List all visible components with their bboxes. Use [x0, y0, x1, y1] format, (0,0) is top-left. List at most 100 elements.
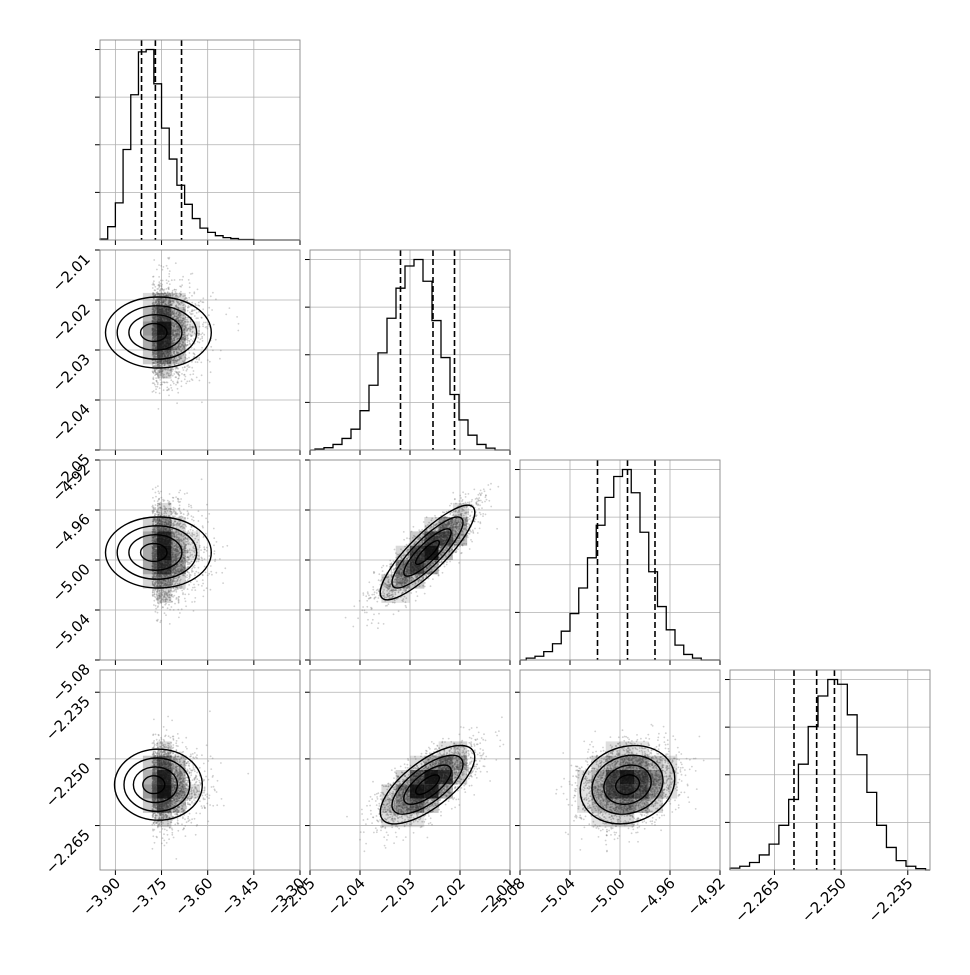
sample-point — [174, 603, 176, 605]
sample-point — [173, 595, 175, 597]
sample-point — [187, 571, 189, 573]
sample-point — [220, 350, 222, 352]
sample-point — [154, 289, 156, 291]
sample-point — [236, 316, 238, 318]
density-cell — [157, 364, 171, 378]
sample-point — [201, 478, 203, 480]
sample-point — [188, 593, 190, 595]
sample-point — [158, 499, 160, 501]
sample-point — [159, 392, 161, 394]
sample-point — [208, 513, 210, 515]
sample-point — [168, 288, 170, 290]
sample-point — [171, 601, 173, 603]
sample-point — [225, 314, 227, 316]
sample-point — [190, 339, 192, 341]
sample-point — [210, 295, 212, 297]
sample-point — [155, 386, 157, 388]
sample-point — [192, 379, 194, 381]
sample-point — [188, 357, 190, 359]
sample-point — [211, 309, 213, 311]
histogram-panel-0 — [95, 40, 300, 245]
sample-point — [160, 280, 162, 282]
sample-point — [155, 377, 157, 379]
sample-point — [166, 288, 168, 290]
sample-point — [187, 319, 189, 321]
sample-point — [175, 371, 177, 373]
sample-point — [198, 311, 200, 313]
density-cell — [157, 350, 171, 364]
histogram-panel-2 — [515, 460, 720, 665]
sample-point — [210, 371, 212, 373]
sample-point — [193, 610, 195, 612]
sample-point — [202, 525, 204, 527]
sample-point — [159, 290, 161, 292]
sample-point — [159, 285, 161, 287]
sample-point — [198, 357, 200, 359]
sample-point — [203, 546, 205, 548]
sample-point — [181, 385, 183, 387]
sample-point — [196, 312, 198, 314]
sample-point — [152, 276, 154, 278]
sample-point — [172, 381, 174, 383]
sample-point — [163, 266, 165, 268]
sample-point — [169, 270, 171, 272]
sample-point — [166, 265, 168, 267]
sample-point — [152, 497, 154, 499]
sample-point — [189, 352, 191, 354]
sample-point — [206, 504, 208, 506]
sample-point — [187, 344, 189, 346]
sample-point — [154, 384, 156, 386]
sample-point — [178, 375, 180, 377]
sample-point — [199, 342, 201, 344]
sample-point — [195, 571, 197, 573]
sample-point — [152, 488, 154, 490]
sample-point — [173, 383, 175, 385]
sample-point — [186, 297, 188, 299]
sample-point — [224, 567, 226, 569]
sample-point — [201, 560, 203, 562]
sample-point — [152, 282, 154, 284]
sample-point — [187, 341, 189, 343]
sample-point — [202, 340, 204, 342]
sample-point — [166, 279, 168, 281]
sample-point — [168, 287, 170, 289]
sample-point — [219, 358, 221, 360]
sample-point — [202, 323, 204, 325]
sample-point — [188, 506, 190, 508]
sample-point — [164, 382, 166, 384]
sample-point — [215, 298, 217, 300]
sample-point — [202, 297, 204, 299]
sample-point — [194, 303, 196, 305]
density-panel-2-0 — [95, 460, 300, 665]
sample-point — [202, 583, 204, 585]
sample-point — [168, 276, 170, 278]
sample-point — [153, 365, 155, 367]
sample-point — [171, 389, 173, 391]
sample-point — [160, 283, 162, 285]
sample-point — [189, 292, 191, 294]
sample-point — [203, 322, 205, 324]
sample-point — [158, 264, 160, 266]
sample-point — [207, 359, 209, 361]
sample-point — [186, 381, 188, 383]
sample-point — [189, 574, 191, 576]
sample-point — [172, 290, 174, 292]
sample-point — [203, 334, 205, 336]
sample-point — [197, 337, 199, 339]
sample-point — [201, 336, 203, 338]
density-cell — [143, 293, 157, 307]
sample-point — [201, 317, 203, 319]
sample-point — [174, 289, 176, 291]
sample-point — [158, 281, 160, 283]
sample-point — [196, 377, 198, 379]
sample-point — [206, 550, 208, 552]
sample-point — [177, 380, 179, 382]
sample-point — [201, 347, 203, 349]
sample-point — [176, 597, 178, 599]
sample-point — [186, 574, 188, 576]
sample-point — [177, 609, 179, 611]
sample-point — [208, 314, 210, 316]
sample-point — [160, 384, 162, 386]
sample-point — [155, 392, 157, 394]
sample-point — [179, 511, 181, 513]
